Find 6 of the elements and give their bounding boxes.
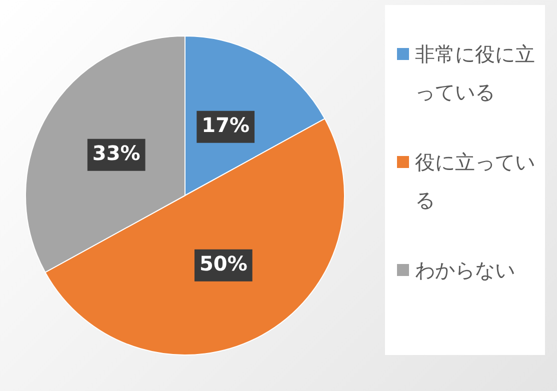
legend-label: わからない [415,257,515,284]
legend-label: 非常に役に立っている [415,41,536,106]
data-label: 50% [199,252,248,276]
data-label: 17% [202,113,250,138]
data-label: 33% [92,141,140,166]
legend-label: 役に立っている [415,149,536,214]
